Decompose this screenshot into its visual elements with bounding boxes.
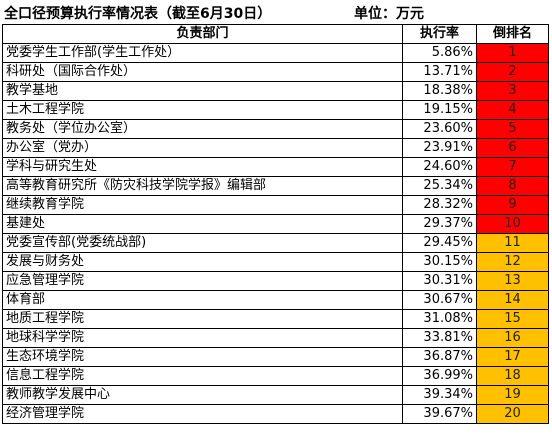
rate-cell[interactable]: 13.71% — [402, 62, 477, 82]
table-row: 办公室（党办） 23.91% 6 — [2, 138, 549, 158]
rank-cell[interactable]: 10 — [476, 214, 549, 234]
department-cell[interactable]: 地质工程学院 — [2, 309, 403, 329]
rate-cell[interactable]: 33.81% — [402, 328, 477, 348]
department-cell[interactable]: 应急管理学院 — [2, 271, 403, 291]
table-row: 党委宣传部(党委统战部) 29.45% 11 — [2, 233, 549, 253]
rank-cell[interactable]: 1 — [476, 43, 549, 63]
table-row: 党委学生工作部(学生工作处） 5.86% 1 — [2, 43, 549, 63]
rank-cell[interactable]: 20 — [476, 404, 549, 424]
department-cell[interactable]: 党委学生工作部(学生工作处） — [2, 43, 403, 63]
rank-cell[interactable]: 4 — [476, 100, 549, 120]
rank-cell[interactable]: 19 — [476, 385, 549, 405]
rate-cell[interactable]: 29.37% — [402, 214, 477, 234]
rank-cell[interactable]: 9 — [476, 195, 549, 215]
rank-cell[interactable]: 15 — [476, 309, 549, 329]
rate-cell[interactable]: 39.67% — [402, 404, 477, 424]
rate-cell[interactable]: 31.08% — [402, 309, 477, 329]
department-cell[interactable]: 教务处（学位办公室） — [2, 119, 403, 139]
rank-cell[interactable]: 8 — [476, 176, 549, 196]
rate-cell[interactable]: 19.15% — [402, 100, 477, 120]
department-cell[interactable]: 土木工程学院 — [2, 100, 403, 120]
rate-cell[interactable]: 23.60% — [402, 119, 477, 139]
table-row: 生态环境学院 36.87% 17 — [2, 347, 549, 367]
department-cell[interactable]: 基建处 — [2, 214, 403, 234]
table-row: 土木工程学院 19.15% 4 — [2, 100, 549, 120]
table-row: 体育部 30.67% 14 — [2, 290, 549, 310]
rate-cell[interactable]: 5.86% — [402, 43, 477, 63]
department-cell[interactable]: 地球科学学院 — [2, 328, 403, 348]
table-row: 地质工程学院 31.08% 15 — [2, 309, 549, 329]
table-row: 应急管理学院 30.31% 13 — [2, 271, 549, 291]
department-cell[interactable]: 办公室（党办） — [2, 138, 403, 158]
rank-cell[interactable]: 16 — [476, 328, 549, 348]
header-department[interactable]: 负责部门 — [2, 24, 403, 44]
department-cell[interactable]: 教师教学发展中心 — [2, 385, 403, 405]
table-row: 学科与研究生处 24.60% 7 — [2, 157, 549, 177]
table-row: 教学基地 18.38% 3 — [2, 81, 549, 101]
table-row: 教务处（学位办公室） 23.60% 5 — [2, 119, 549, 139]
rank-cell[interactable]: 3 — [476, 81, 549, 101]
department-cell[interactable]: 教学基地 — [2, 81, 403, 101]
department-cell[interactable]: 经济管理学院 — [2, 404, 403, 424]
rate-cell[interactable]: 23.91% — [402, 138, 477, 158]
rate-cell[interactable]: 29.45% — [402, 233, 477, 253]
rank-cell[interactable]: 18 — [476, 366, 549, 386]
rank-cell[interactable]: 2 — [476, 62, 549, 82]
department-cell[interactable]: 体育部 — [2, 290, 403, 310]
department-cell[interactable]: 发展与财务处 — [2, 252, 403, 272]
department-cell[interactable]: 学科与研究生处 — [2, 157, 403, 177]
rate-cell[interactable]: 30.15% — [402, 252, 477, 272]
rank-cell[interactable]: 5 — [476, 119, 549, 139]
department-cell[interactable]: 继续教育学院 — [2, 195, 403, 215]
rank-cell[interactable]: 7 — [476, 157, 549, 177]
header-rank[interactable]: 倒排名 — [476, 24, 549, 44]
rank-cell[interactable]: 6 — [476, 138, 549, 158]
table-row: 科研处（国际合作处） 13.71% 2 — [2, 62, 549, 82]
rate-cell[interactable]: 25.34% — [402, 176, 477, 196]
budget-table: 负责部门 执行率 倒排名 党委学生工作部(学生工作处） 5.86% 1 科研处（国际合… — [2, 24, 549, 424]
header-row: 负责部门 执行率 倒排名 — [2, 24, 549, 44]
table-row: 教师教学发展中心 39.34% 19 — [2, 385, 549, 405]
table-row: 继续教育学院 28.32% 9 — [2, 195, 549, 215]
rate-cell[interactable]: 28.32% — [402, 195, 477, 215]
rank-cell[interactable]: 17 — [476, 347, 549, 367]
department-cell[interactable]: 生态环境学院 — [2, 347, 403, 367]
header-rate[interactable]: 执行率 — [402, 24, 477, 44]
rate-cell[interactable]: 39.34% — [402, 385, 477, 405]
rank-cell[interactable]: 13 — [476, 271, 549, 291]
department-cell[interactable]: 信息工程学院 — [2, 366, 403, 386]
rate-cell[interactable]: 36.99% — [402, 366, 477, 386]
rank-cell[interactable]: 14 — [476, 290, 549, 310]
table-row: 地球科学学院 33.81% 16 — [2, 328, 549, 348]
rate-cell[interactable]: 18.38% — [402, 81, 477, 101]
rate-cell[interactable]: 24.60% — [402, 157, 477, 177]
department-cell[interactable]: 党委宣传部(党委统战部) — [2, 233, 403, 253]
department-cell[interactable]: 科研处（国际合作处） — [2, 62, 403, 82]
rate-cell[interactable]: 36.87% — [402, 347, 477, 367]
table-row: 高等教育研究所《防灾科技学院学报》编辑部 25.34% 8 — [2, 176, 549, 196]
rate-cell[interactable]: 30.67% — [402, 290, 477, 310]
title-row: 全口径预算执行率情况表（截至6月30日） 单位：万元 — [0, 0, 552, 24]
table-row: 经济管理学院 39.67% 20 — [2, 404, 549, 424]
rank-cell[interactable]: 12 — [476, 252, 549, 272]
department-cell[interactable]: 高等教育研究所《防灾科技学院学报》编辑部 — [2, 176, 403, 196]
rate-cell[interactable]: 30.31% — [402, 271, 477, 291]
table-body: 负责部门 执行率 倒排名 党委学生工作部(学生工作处） 5.86% 1 科研处（国际合… — [2, 24, 549, 424]
sheet-title: 全口径预算执行率情况表（截至6月30日） — [4, 6, 272, 22]
unit-label: 单位：万元 — [354, 6, 424, 22]
table-row: 发展与财务处 30.15% 12 — [2, 252, 549, 272]
table-row: 信息工程学院 36.99% 18 — [2, 366, 549, 386]
rank-cell[interactable]: 11 — [476, 233, 549, 253]
table-row: 基建处 29.37% 10 — [2, 214, 549, 234]
